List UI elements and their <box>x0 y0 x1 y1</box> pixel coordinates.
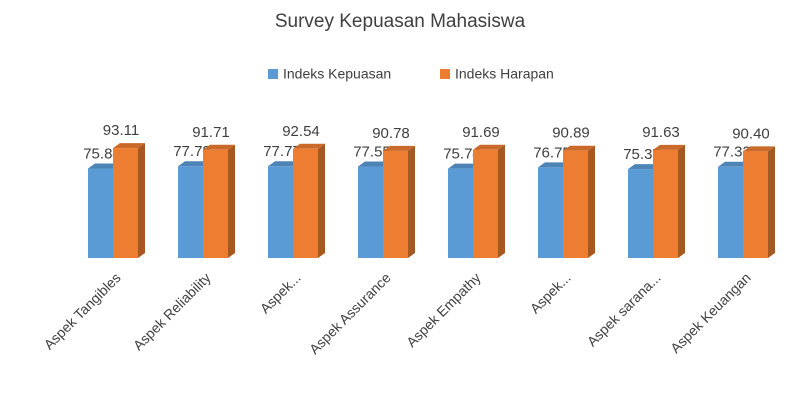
bar-front <box>563 150 588 258</box>
data-label: 92.54 <box>282 123 320 140</box>
bar-front <box>358 166 383 258</box>
data-label: 76.75 <box>533 144 571 161</box>
bar-top <box>358 161 390 167</box>
bar <box>113 143 145 258</box>
bar-top <box>628 164 660 170</box>
x-tick-label: Aspek Empathy <box>403 269 484 350</box>
data-label: 77.78 <box>173 143 211 160</box>
bar-top <box>88 163 120 169</box>
bar-front <box>203 149 228 258</box>
data-label: 90.78 <box>372 125 410 142</box>
data-label: 77.55 <box>353 143 391 160</box>
x-tick-label: Aspek... <box>257 269 304 316</box>
x-tick-label: Aspek Keuangan <box>667 269 754 356</box>
x-tick-label: Aspek Tangibles <box>41 269 124 352</box>
bar-front <box>88 168 113 258</box>
data-label: 90.40 <box>732 125 770 142</box>
bar-front <box>268 166 293 258</box>
x-tick-label: Aspek... <box>527 269 574 316</box>
bar-top <box>178 161 210 167</box>
bar-side <box>228 144 235 258</box>
bar-top <box>203 144 235 150</box>
bar <box>473 144 505 258</box>
legend-label: Indeks Kepuasan <box>283 66 391 82</box>
legend-swatch <box>268 69 278 79</box>
bar-front <box>538 167 563 258</box>
bar-front <box>718 166 743 258</box>
bar <box>383 145 415 258</box>
bar-side <box>588 145 595 258</box>
bar-top <box>743 146 775 152</box>
x-tick-label: Aspek Assurance <box>306 269 394 357</box>
data-label: 91.69 <box>462 124 500 141</box>
data-label: 75.37 <box>623 146 661 163</box>
bar <box>293 143 325 258</box>
data-label: 75.84 <box>83 145 121 162</box>
data-label: 91.63 <box>642 124 680 141</box>
bar-front <box>383 150 408 258</box>
bar-top <box>538 162 570 168</box>
bar-top <box>448 163 480 169</box>
bar-top <box>293 143 325 149</box>
bar-front <box>178 166 203 258</box>
bar-top <box>718 161 750 167</box>
bar-top <box>653 144 685 150</box>
bar-front <box>473 149 498 258</box>
chart-title: Survey Kepuasan Mahasiswa <box>275 11 526 32</box>
bar-front <box>743 151 768 258</box>
data-label: 93.11 <box>103 122 139 139</box>
bar-front <box>628 169 653 258</box>
bar-front <box>113 148 138 258</box>
bar-side <box>318 143 325 258</box>
x-tick-label: Aspek Reliability <box>130 269 214 353</box>
bar <box>653 144 685 258</box>
bar-front <box>653 149 678 258</box>
data-label: 77.77 <box>263 143 301 160</box>
legend-label: Indeks Harapan <box>455 66 554 82</box>
bar-top <box>563 145 595 151</box>
data-label: 77.32 <box>713 144 751 161</box>
bar-top <box>473 144 505 150</box>
bar <box>203 144 235 258</box>
legend-swatch <box>440 69 450 79</box>
bar-side <box>768 146 775 258</box>
bar-top <box>113 143 145 149</box>
bar-side <box>678 144 685 258</box>
data-label: 75.74 <box>443 146 481 163</box>
bar-side <box>408 145 415 258</box>
bar <box>563 145 595 258</box>
bar-side <box>498 144 505 258</box>
data-label: 91.71 <box>192 124 230 141</box>
bar-front <box>448 168 473 258</box>
bar-front <box>293 148 318 258</box>
bar-side <box>138 143 145 258</box>
data-label: 90.89 <box>552 125 590 142</box>
bar-top <box>383 145 415 151</box>
bar <box>743 146 775 258</box>
x-tick-label: Aspek sarana... <box>584 269 664 349</box>
bar-top <box>268 161 300 167</box>
